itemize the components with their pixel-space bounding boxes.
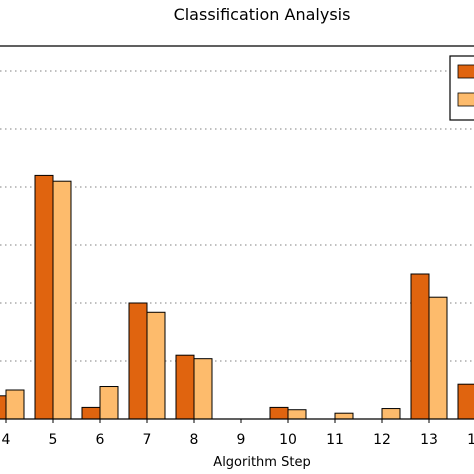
bar-series-1-step-4 (0, 395, 7, 420)
x-tick-label: 10 (279, 432, 297, 448)
x-tick-label: 11 (326, 432, 344, 448)
x-tick-label: 5 (49, 432, 58, 448)
bar-series-2-step-7 (146, 311, 166, 420)
x-tick-label: 6 (96, 432, 105, 448)
bar-series-1-step-10 (269, 406, 289, 420)
bar-series-1-step-6 (81, 406, 101, 420)
chart-title: Classification Analysis (174, 5, 351, 24)
x-tick-label: 13 (420, 432, 438, 448)
x-tick-label: 14 (467, 432, 474, 448)
bar-series-2-step-13 (428, 296, 448, 420)
bar-series-2-step-5 (52, 180, 72, 420)
x-tick-label: 9 (237, 432, 246, 448)
bar-series-2-step-8 (193, 358, 213, 420)
bar-series-1-step-8 (175, 354, 195, 420)
bar-series-1-step-5 (34, 174, 54, 420)
legend-swatch-series-2 (457, 92, 474, 107)
bar-series-2-step-12 (381, 408, 401, 420)
grid-lines (0, 70, 474, 362)
axes (0, 45, 474, 423)
x-tick-label: 12 (373, 432, 391, 448)
bar-series-1-step-14 (457, 383, 474, 420)
legend-swatch-series-1 (457, 64, 474, 79)
x-tick-label: 7 (143, 432, 152, 448)
bar-series-1-step-7 (128, 302, 148, 420)
x-tick-label: 8 (190, 432, 199, 448)
bar-series-2-step-4 (5, 389, 25, 420)
bar-series-2-step-10 (287, 409, 307, 420)
bar-series-2-step-6 (99, 386, 119, 420)
bars (0, 174, 474, 420)
x-tick-labels: 4 5 6 7 8 9 10 11 12 13 14 (2, 432, 474, 448)
bar-series-1-step-13 (410, 273, 430, 420)
x-tick-label: 4 (2, 432, 11, 448)
legend (449, 55, 474, 121)
bar-series-2-step-11 (334, 412, 354, 420)
x-axis-label: Algorithm Step (213, 455, 310, 470)
